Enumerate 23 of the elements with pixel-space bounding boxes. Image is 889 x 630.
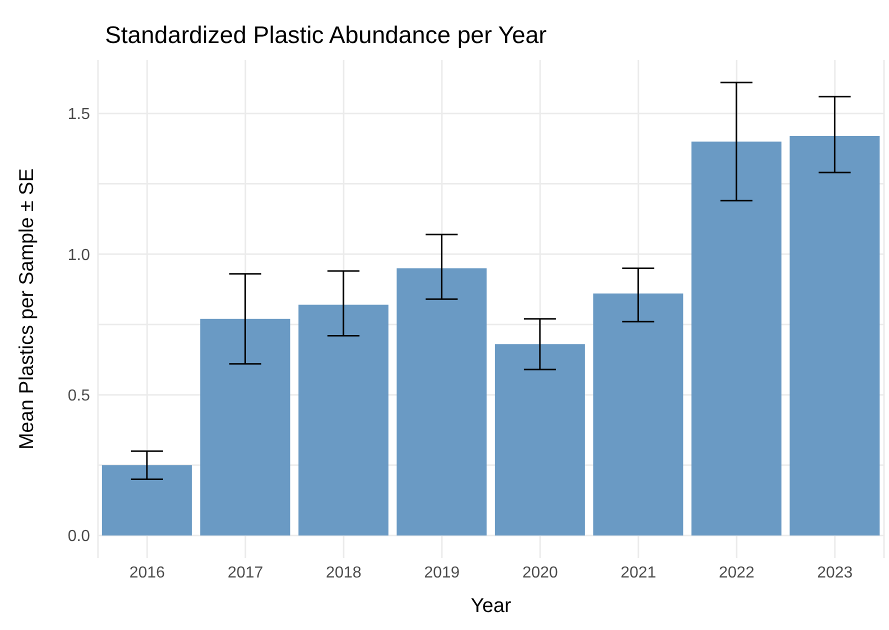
x-tick-label: 2023 xyxy=(817,564,853,582)
bar xyxy=(298,304,388,536)
bar xyxy=(691,142,782,536)
x-tick-label: 2020 xyxy=(522,564,558,582)
x-axis-title: Year xyxy=(470,595,512,617)
x-tick-label: 2017 xyxy=(228,564,264,582)
bar xyxy=(102,465,192,536)
y-tick-label: 1.0 xyxy=(68,246,90,264)
bar xyxy=(790,136,880,536)
y-tick-label: 0.5 xyxy=(68,387,90,404)
x-tick-label: 2021 xyxy=(620,564,656,582)
bar xyxy=(593,294,684,536)
y-axis-title: Mean Plastics per Sample ± SE xyxy=(16,168,38,450)
x-tick-label: 2016 xyxy=(129,564,166,582)
y-tick-label: 1.5 xyxy=(68,106,90,124)
y-tick-label: 0.0 xyxy=(68,528,90,546)
bar xyxy=(200,318,290,536)
x-tick-label: 2018 xyxy=(326,564,362,582)
bar xyxy=(396,268,487,536)
x-tick-label: 2019 xyxy=(424,564,460,582)
x-tick-label: 2022 xyxy=(718,564,755,582)
bar xyxy=(494,344,585,536)
chart-title: Standardized Plastic Abundance per Year xyxy=(105,22,547,50)
